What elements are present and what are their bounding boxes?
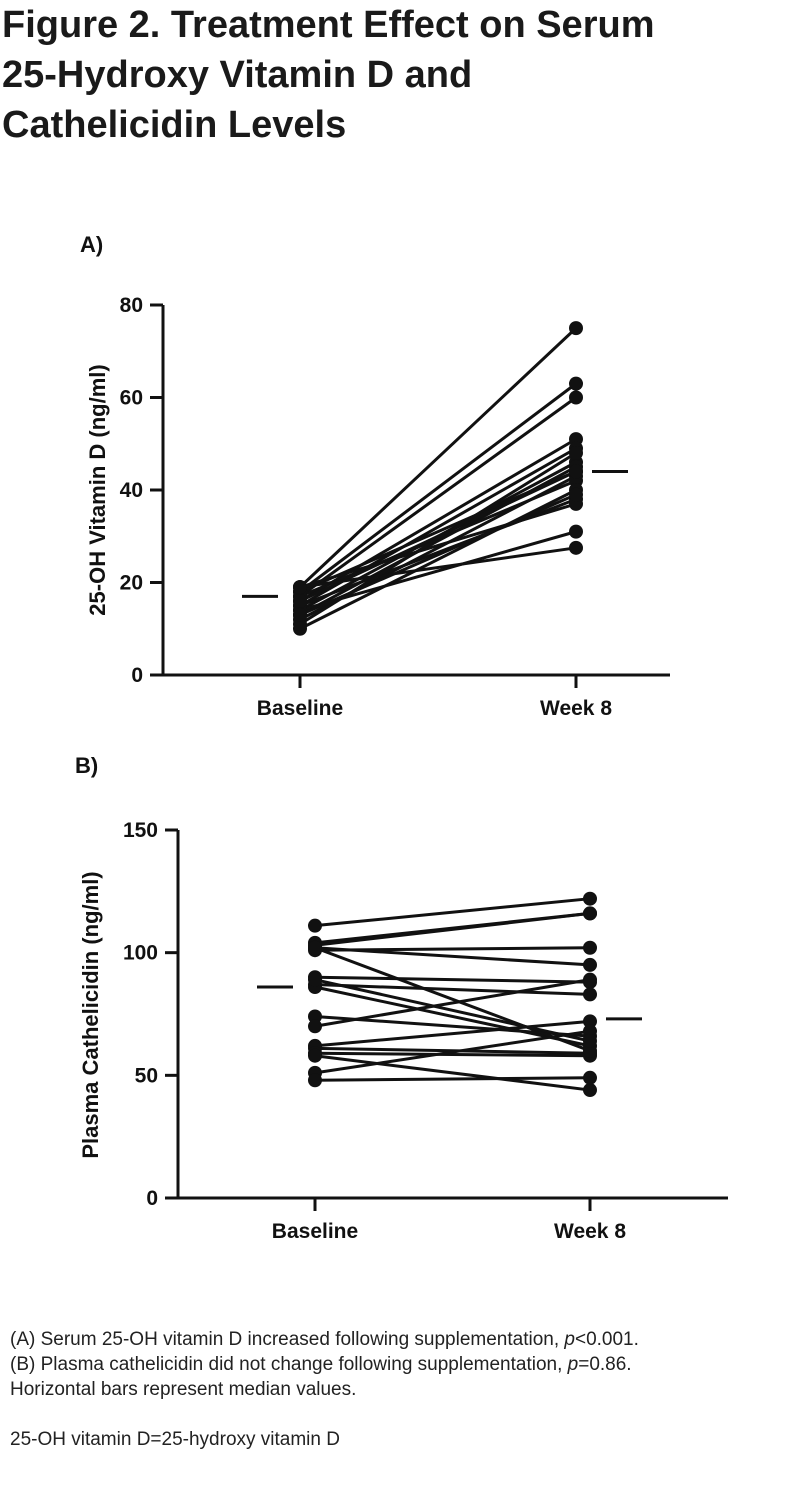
y-tick-label: 80	[120, 294, 143, 317]
x-tick-label: Baseline	[257, 697, 343, 720]
baseline-point	[308, 1048, 322, 1063]
week8-point	[583, 1043, 597, 1058]
y-tick-label: 60	[120, 387, 143, 410]
subject-line	[314, 983, 591, 996]
note-medians: Horizontal bars represent median values.	[10, 1379, 357, 1400]
y-axis-label: 25-OH Vitamin D (ng/ml)	[85, 364, 110, 615]
subject-line	[299, 546, 577, 589]
week8-point	[583, 957, 597, 972]
x-tick-label: Week 8	[540, 697, 612, 720]
week8-point	[583, 987, 597, 1002]
week8-point	[583, 1083, 597, 1098]
week8-point	[583, 906, 597, 921]
chart-panel-a: A) 25-OH Vitamin D (ng/ml) 0 20 40 60 80 Baseli…	[80, 232, 670, 720]
week8-point	[569, 540, 583, 555]
subject-line	[314, 1054, 591, 1092]
subject-line	[314, 1019, 591, 1048]
figure-title-line: 25-Hydroxy Vitamin D and	[2, 54, 473, 96]
subject-line	[314, 975, 591, 984]
y-tick-label: 20	[120, 572, 143, 595]
y-axis-label: Plasma Cathelicidin (ng/ml)	[78, 871, 103, 1158]
subject-line	[299, 502, 577, 589]
y-tick-label: 40	[120, 479, 143, 502]
week8-point	[569, 524, 583, 539]
subject-line	[299, 382, 577, 593]
week8-point	[583, 1014, 597, 1029]
baseline-point	[293, 607, 307, 622]
week8-point	[583, 1033, 597, 1048]
note-a-value: <0.001.	[574, 1329, 639, 1350]
baseline-point	[308, 1009, 322, 1024]
note-line-a: (A) Serum 25-OH vitamin D increased foll…	[10, 1327, 790, 1352]
subject-line	[314, 946, 591, 967]
subject-line	[314, 1076, 591, 1082]
week8-point	[583, 1024, 597, 1039]
note-line-b: (B) Plasma cathelicidin did not change f…	[10, 1352, 790, 1377]
week8-point	[569, 376, 583, 391]
week8-point	[569, 390, 583, 405]
subject-line	[314, 946, 591, 1053]
note-b-text: (B) Plasma cathelicidin did not change f…	[10, 1354, 568, 1375]
figure-title-line: Figure 2. Treatment Effect on Serum	[2, 4, 655, 46]
baseline-point	[308, 940, 322, 955]
y-tick-label: 100	[123, 942, 158, 965]
x-tick-label: Week 8	[554, 1220, 626, 1243]
note-b-value: =0.86.	[578, 1354, 632, 1375]
y-tick-label: 0	[146, 1187, 158, 1210]
week8-point	[569, 446, 583, 460]
week8-point	[583, 940, 597, 955]
subject-line	[299, 396, 577, 598]
panel-label: A)	[80, 232, 103, 257]
figure-title: Figure 2. Treatment Effect on Serum 25-H…	[2, 0, 792, 150]
subject-line	[314, 1051, 591, 1058]
figure-title-line: Cathelicidin Levels	[2, 104, 347, 146]
week8-point	[583, 891, 597, 906]
subject-line	[299, 493, 577, 617]
chart-panel-b: B) Plasma Cathelicidin (ng/ml) 0 50 100 150 Ba…	[75, 753, 728, 1243]
week8-point	[569, 487, 583, 502]
subject-line	[314, 985, 591, 1048]
subject-line	[314, 911, 591, 947]
baseline-point	[293, 580, 307, 595]
baseline-point	[308, 1073, 322, 1088]
panel-label: B)	[75, 753, 98, 778]
week8-point	[583, 1070, 597, 1085]
baseline-point	[308, 972, 322, 987]
week8-point	[569, 321, 583, 336]
note-a-text: (A) Serum 25-OH vitamin D increased foll…	[10, 1329, 565, 1350]
baseline-point	[308, 918, 322, 933]
subject-line	[314, 978, 591, 1028]
baseline-point	[293, 594, 307, 608]
subject-line	[314, 1029, 591, 1075]
subject-line	[299, 437, 577, 603]
x-tick-label: Baseline	[272, 1220, 358, 1243]
y-tick-label: 150	[123, 819, 158, 842]
subject-line	[298, 327, 578, 589]
note-b-p-symbol: p	[567, 1354, 579, 1375]
subject-line	[314, 978, 591, 1043]
y-tick-label: 50	[135, 1064, 158, 1087]
figure-notes: (A) Serum 25-OH vitamin D increased foll…	[10, 1327, 790, 1452]
week8-point	[583, 972, 597, 987]
week8-point	[569, 464, 583, 479]
y-tick-label: 0	[131, 664, 143, 687]
note-a-p-symbol: p	[564, 1329, 575, 1350]
subject-line	[314, 897, 591, 928]
baseline-point	[308, 1019, 322, 1034]
note-abbreviation: 25-OH vitamin D=25-hydroxy vitamin D	[10, 1429, 340, 1450]
